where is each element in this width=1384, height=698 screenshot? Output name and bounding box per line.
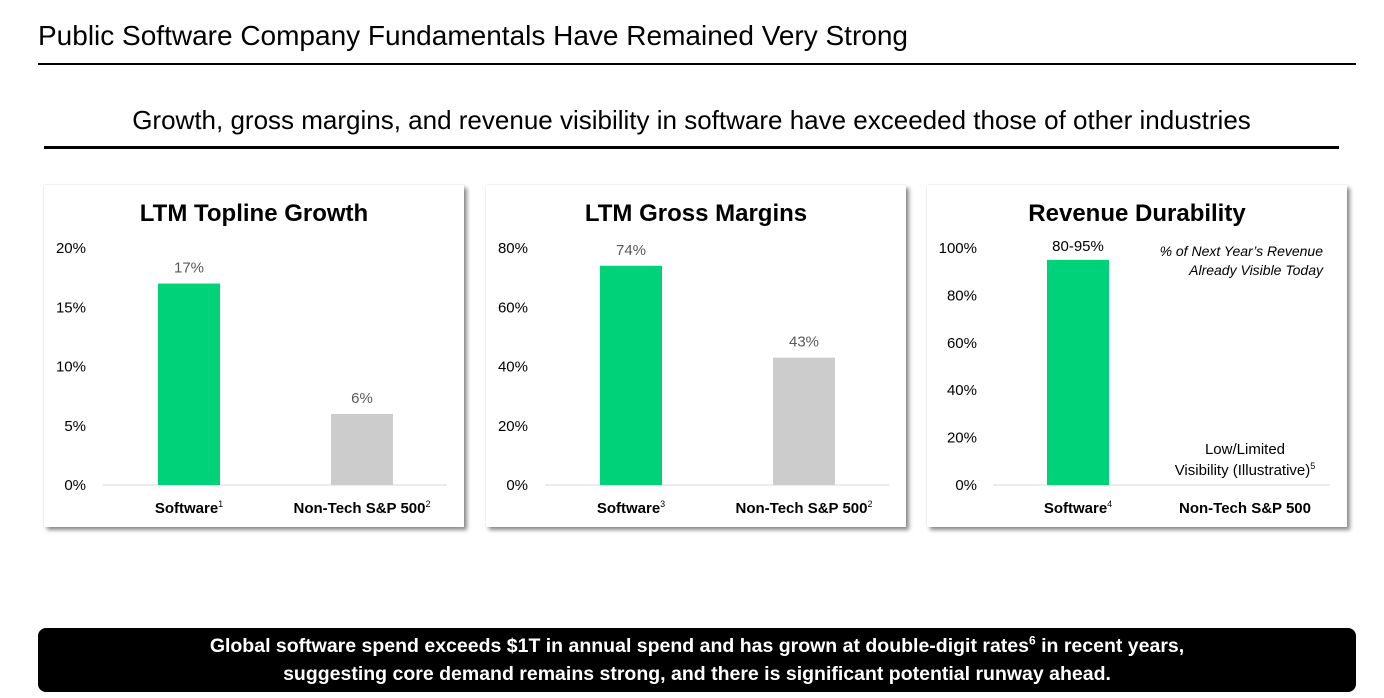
y-tick-label: 10% [56,359,86,376]
y-tick-label: 60% [498,299,528,316]
bar-software [158,283,220,485]
banner-footnote: 6 [1028,633,1036,648]
bar-software [1047,259,1109,485]
footnote-marker: 2 [867,499,872,509]
chart-annotation: % of Next Year’s Revenue [1160,243,1324,259]
y-tick-label: 5% [64,418,86,435]
banner-text-1b: in recent years, [1035,635,1185,657]
category-label: Non-Tech S&P 5002 [736,499,873,517]
y-tick-label: 20% [498,418,528,435]
category-label: Non-Tech S&P 500 [1179,500,1311,517]
subtitle-divider [44,146,1339,149]
y-tick-label: 20% [947,430,977,447]
y-tick-label: 60% [947,335,977,352]
chart-panel-topline-growth: LTM Topline Growth 0% 5% 10% 15% 20% 17% Softwa… [44,185,464,527]
slide-title: Public Software Company Fundamentals Hav… [38,20,908,51]
bar-value-label: 43% [789,334,819,351]
y-tick-label: 100% [939,240,977,257]
chart-title: LTM Gross Margins [585,200,807,227]
footnote-marker: 2 [425,499,430,509]
footnote-marker: 3 [660,499,665,509]
bar-non-tech [331,413,393,485]
y-tick-label: 80% [498,240,528,257]
chart-title: LTM Topline Growth [140,200,368,227]
y-tick-label: 40% [498,359,528,376]
bar-value-label: 74% [616,242,646,259]
chart-title: Revenue Durability [1028,200,1246,227]
y-tick-label: 20% [56,240,86,257]
y-tick-label: 15% [56,299,86,316]
y-tick-label: 0% [955,477,977,494]
bar-value-label: 6% [351,390,373,407]
non-tech-note: Visibility (Illustrative)5 [1175,461,1316,479]
bar-value-label: 80-95% [1052,238,1104,255]
category-label: Software4 [1044,499,1112,517]
chart-panel-revenue-durability: Revenue Durability 0% 20% 40% 60% 80% 100% 80-9… [927,185,1347,527]
chart-annotation: Already Visible Today [1188,262,1324,278]
category-label: Non-Tech S&P 5002 [294,499,431,517]
y-tick-label: 0% [506,477,528,494]
bar-software [600,265,662,485]
summary-banner: Global software spend exceeds $1T in ann… [38,628,1356,692]
chart-panel-gross-margins: LTM Gross Margins 0% 20% 40% 60% 80% 74% Softwa… [486,185,906,527]
y-tick-label: 40% [947,382,977,399]
footnote-marker: 4 [1107,499,1112,509]
category-label: Software1 [155,499,223,517]
bar-value-label: 17% [174,260,204,277]
footnote-marker: 1 [218,499,223,509]
slide-subtitle: Growth, gross margins, and revenue visib… [132,105,1251,135]
non-tech-note: Low/Limited [1205,441,1285,458]
title-divider [38,63,1356,65]
banner-text-1a: Global software spend exceeds $1T in ann… [209,635,1029,657]
bar-non-tech [773,357,835,485]
y-tick-label: 0% [64,477,86,494]
category-label: Software3 [597,499,665,517]
chart-topline-growth: LTM Topline Growth 0% 5% 10% 15% 20% 17% Softwa… [56,200,447,517]
banner-line-1: Global software spend exceeds $1T in ann… [38,632,1356,660]
y-tick-label: 80% [947,287,977,304]
chart-revenue-durability: Revenue Durability 0% 20% 40% 60% 80% 100% 80-9… [939,200,1330,517]
footnote-marker: 5 [1310,461,1315,471]
chart-gross-margins: LTM Gross Margins 0% 20% 40% 60% 80% 74% Softwa… [498,200,889,517]
banner-line-2: suggesting core demand remains strong, a… [283,663,1111,685]
